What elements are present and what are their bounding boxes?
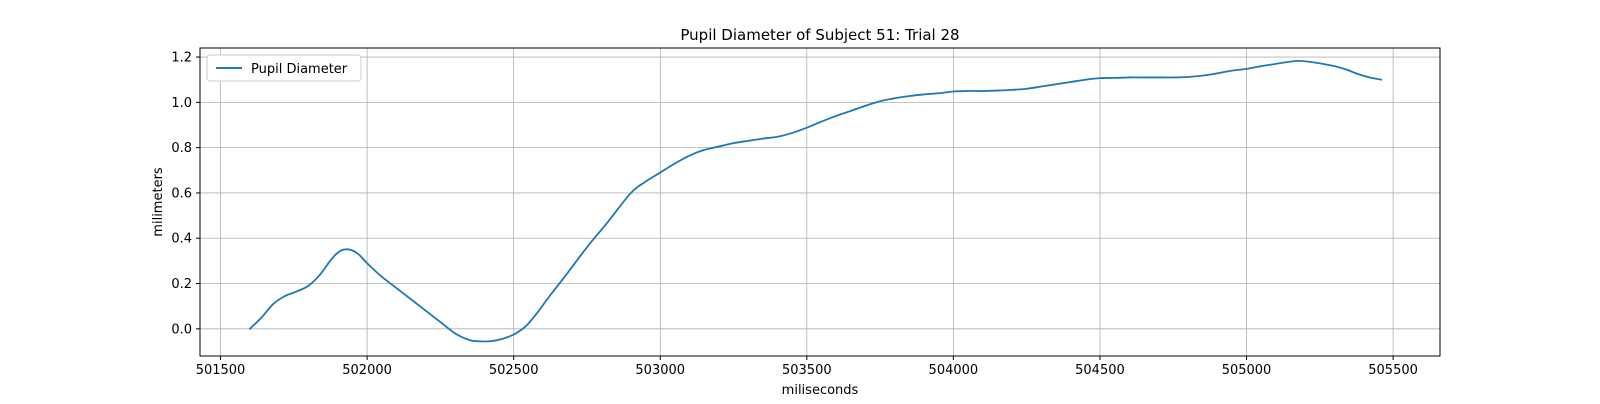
x-tick-label: 504000 [929,363,979,378]
plot-frame [199,47,1441,357]
y-tick-label: 0.6 [171,186,192,201]
x-tick-label: 503000 [635,363,685,378]
x-tick-label: 505000 [1222,363,1272,378]
x-tick-label: 501500 [196,363,246,378]
y-tick-label: 0.4 [171,232,192,247]
legend: Pupil Diameter [206,54,362,82]
x-tick-label: 503500 [782,363,832,378]
y-tick-label: 0.2 [171,277,192,292]
x-tick-label: 504500 [1075,363,1125,378]
y-tick-label: 1.0 [171,96,192,111]
y-tick-label: 1.2 [171,51,192,66]
x-tick-label: 505500 [1368,363,1418,378]
y-axis-label: milimeters [151,167,166,237]
legend-label-pupil-diameter: Pupil Diameter [251,62,348,77]
legend-box [206,54,362,82]
chart-title: Pupil Diameter of Subject 51: Trial 28 [680,26,959,44]
x-tick-label: 502500 [489,363,539,378]
grid-layer [200,48,1440,356]
series-line-pupil-diameter [248,59,1383,343]
y-tick-label: 0.8 [171,141,192,156]
y-tick-label: 0.0 [171,322,192,337]
x-axis-label: miliseconds [782,383,859,398]
series-layer [248,59,1383,343]
tick-layer: 501500 502000 502500 503000 503500 504000 5045… [171,51,1418,378]
x-tick-label: 502000 [342,363,392,378]
